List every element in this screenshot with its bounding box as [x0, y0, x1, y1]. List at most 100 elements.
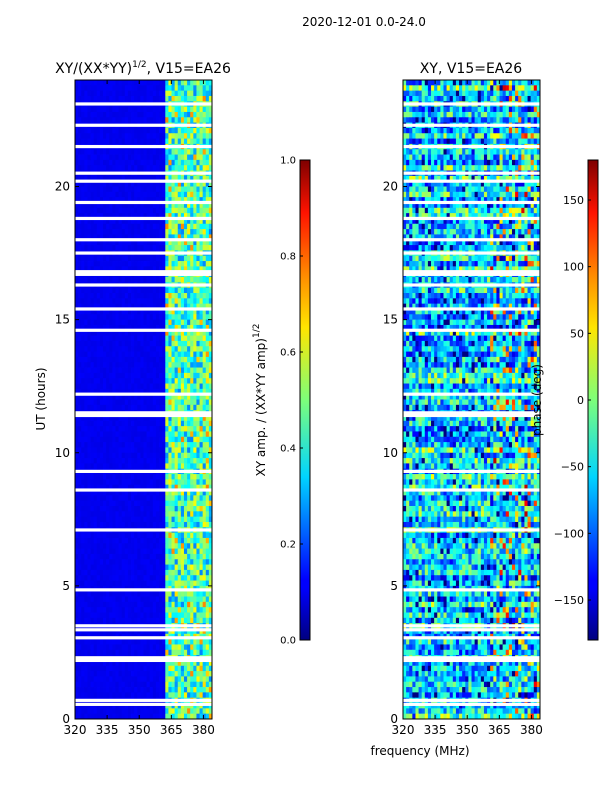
heatmap-cell	[208, 255, 212, 262]
heatmap-cell	[177, 319, 182, 326]
heatmap-cell	[199, 506, 204, 512]
heatmap-cell	[90, 372, 95, 379]
heatmap-cell	[143, 362, 148, 368]
heatmap-cell	[140, 314, 144, 321]
heatmap-cell	[177, 181, 182, 187]
heatmap-cell	[149, 95, 154, 102]
heatmap-cell	[162, 671, 166, 677]
heatmap-cell	[124, 378, 129, 384]
heatmap-cell	[196, 649, 200, 656]
heatmap-cell	[137, 458, 141, 464]
heatmap-cell	[99, 255, 104, 262]
heatmap-cell	[199, 223, 204, 230]
heatmap-cell	[193, 537, 197, 544]
heatmap-cell	[146, 665, 151, 672]
heatmap-cell	[183, 165, 188, 171]
heatmap-cell	[159, 191, 163, 198]
heatmap-cell	[180, 612, 185, 619]
heatmap-cell	[93, 660, 98, 667]
heatmap-cell	[199, 106, 204, 113]
heatmap-cell	[131, 447, 135, 454]
heatmap-cell	[87, 298, 91, 305]
heatmap-cell	[146, 426, 151, 432]
heatmap-cell	[162, 351, 166, 358]
heatmap-cell	[171, 197, 176, 203]
heatmap-cell	[165, 548, 169, 555]
heatmap-cell	[112, 436, 116, 443]
heatmap-cell	[115, 548, 119, 555]
heatmap-cell	[103, 548, 107, 555]
heatmap-cell	[96, 506, 101, 512]
heatmap-cell	[190, 420, 194, 427]
heatmap-cell	[159, 436, 163, 443]
heatmap-cell	[202, 314, 207, 321]
heatmap-cell	[205, 202, 210, 209]
heatmap-cell	[84, 111, 88, 118]
heatmap-cell	[96, 660, 101, 667]
heatmap-cell	[84, 127, 88, 134]
heatmap-cell	[152, 277, 157, 283]
heatmap-cell	[199, 356, 204, 363]
heatmap-cell	[134, 458, 138, 464]
heatmap-cell	[152, 553, 157, 560]
heatmap-cell	[90, 644, 95, 651]
heatmap-cell	[180, 442, 185, 448]
heatmap-cell	[87, 117, 91, 123]
heatmap-cell	[205, 197, 210, 203]
heatmap-cell	[180, 378, 185, 384]
heatmap-cell	[208, 340, 212, 347]
heatmap-cell	[165, 133, 169, 139]
heatmap-cell	[84, 639, 88, 645]
heatmap-cell	[112, 383, 116, 390]
heatmap-cell	[140, 569, 144, 576]
heatmap-cell	[183, 458, 188, 464]
heatmap-cell	[121, 394, 126, 400]
heatmap-cell	[109, 575, 113, 581]
heatmap-cell	[121, 607, 126, 613]
heatmap-cell	[75, 399, 79, 406]
heatmap-cell	[131, 351, 135, 358]
heatmap-cell	[202, 80, 207, 86]
heatmap-cell	[99, 314, 104, 321]
heatmap-cell	[202, 516, 207, 523]
heatmap-cell	[103, 213, 107, 219]
heatmap-cell	[99, 277, 104, 283]
heatmap-cell	[87, 207, 91, 214]
heatmap-cell	[174, 500, 179, 507]
heatmap-cell	[137, 447, 141, 454]
heatmap-cell	[78, 537, 82, 544]
heatmap-cell	[205, 521, 210, 528]
heatmap-cell	[75, 607, 79, 613]
heatmap-cell	[202, 95, 207, 102]
heatmap-cell	[162, 330, 166, 336]
heatmap-cell	[149, 575, 154, 581]
heatmap-cell	[115, 229, 119, 235]
heatmap-cell	[115, 340, 119, 347]
heatmap-cell	[131, 324, 135, 331]
heatmap-cell	[193, 117, 197, 123]
heatmap-cell	[155, 436, 160, 443]
heatmap-cell	[171, 676, 176, 683]
heatmap-cell	[196, 149, 200, 155]
heatmap-cell	[90, 324, 95, 331]
heatmap-cell	[171, 356, 176, 363]
heatmap-cell	[196, 394, 200, 400]
heatmap-cell	[149, 665, 154, 672]
heatmap-cell	[190, 351, 194, 358]
heatmap-cell	[174, 617, 179, 624]
heatmap-cell	[193, 351, 197, 358]
heatmap-cell	[171, 394, 176, 400]
heatmap-cell	[127, 671, 132, 677]
heatmap-cell	[202, 308, 207, 315]
heatmap-cell	[187, 277, 191, 283]
heatmap-cell	[187, 537, 191, 544]
heatmap-cell	[168, 676, 172, 683]
heatmap-cell	[171, 399, 176, 406]
heatmap-cell	[118, 383, 123, 390]
heatmap-cell	[171, 596, 176, 603]
heatmap-cell	[159, 261, 163, 267]
heatmap-cell	[171, 436, 176, 443]
heatmap-cell	[180, 324, 185, 331]
heatmap-cell	[96, 314, 101, 321]
heatmap-cell	[140, 420, 144, 427]
